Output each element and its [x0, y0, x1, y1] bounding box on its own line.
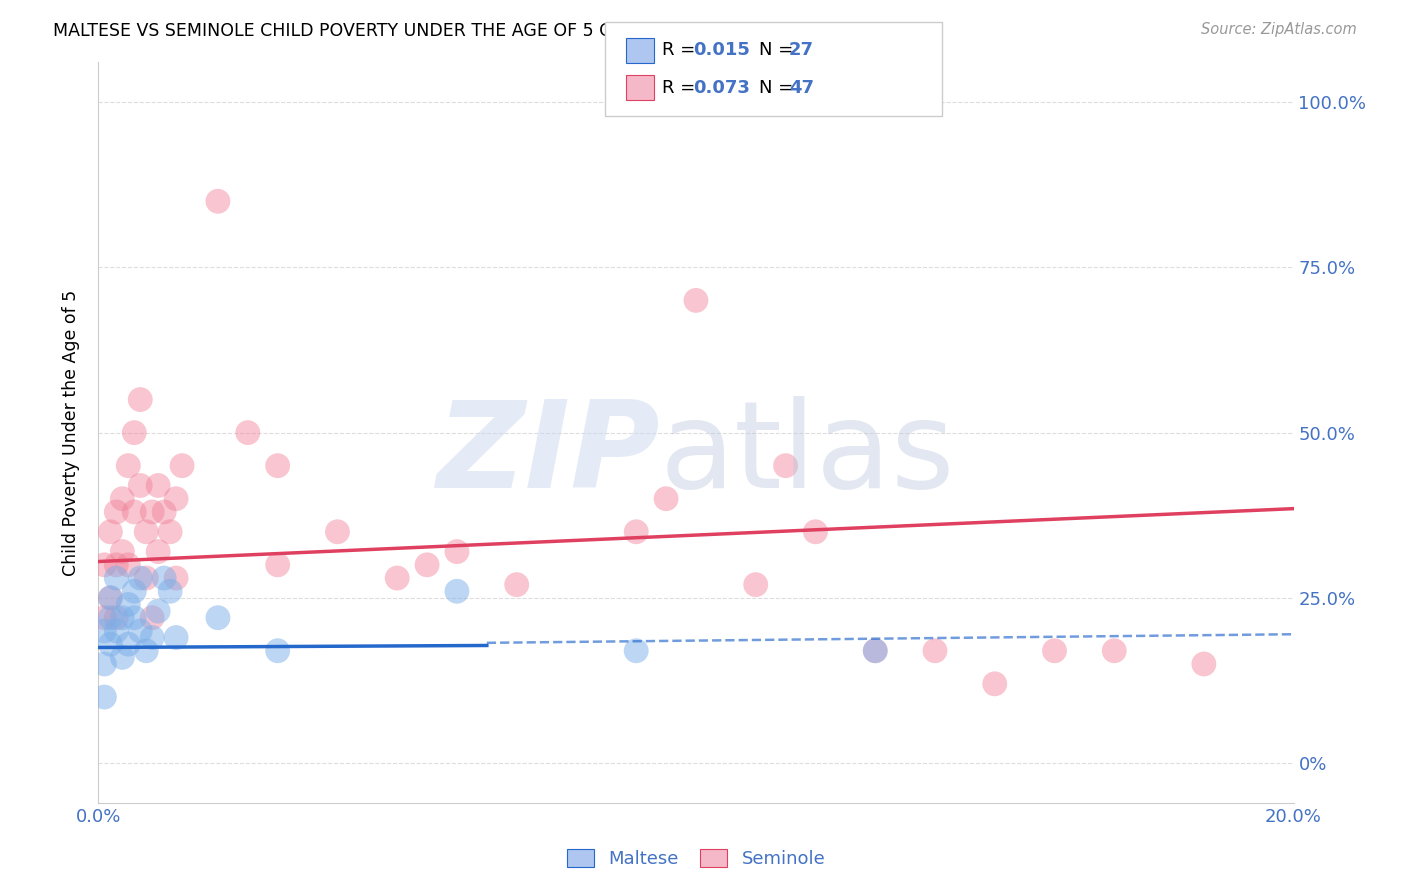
Point [111, 611, 134, 625]
Point [984, 677, 1007, 691]
Point [165, 571, 187, 585]
Point [135, 524, 157, 539]
Point [159, 584, 181, 599]
Point [105, 571, 128, 585]
Point [626, 644, 648, 658]
Point [111, 544, 134, 558]
Point [1043, 644, 1066, 658]
Text: 0.015: 0.015 [693, 42, 749, 60]
Point [267, 644, 290, 658]
Point [129, 571, 152, 585]
Point [924, 644, 946, 658]
Point [446, 544, 468, 558]
Point [745, 577, 768, 591]
Point [124, 584, 146, 599]
Point [117, 558, 139, 572]
Point [129, 392, 152, 407]
Point [172, 458, 194, 473]
Point [267, 558, 290, 572]
Legend: Maltese, Seminole: Maltese, Seminole [560, 841, 832, 875]
Point [98, 591, 122, 605]
Point [135, 571, 157, 585]
Text: R =: R = [662, 78, 702, 96]
Point [135, 644, 157, 658]
Point [98, 591, 122, 605]
Point [267, 458, 290, 473]
Text: atlas: atlas [661, 396, 956, 513]
Point [775, 458, 797, 473]
Text: N =: N = [759, 78, 799, 96]
Point [124, 505, 146, 519]
Text: ZIP: ZIP [436, 396, 661, 513]
Text: 47: 47 [789, 78, 814, 96]
Point [159, 524, 181, 539]
Point [148, 544, 170, 558]
Point [105, 505, 128, 519]
Point [124, 611, 146, 625]
Point [1192, 657, 1215, 671]
Point [153, 571, 176, 585]
Point [105, 624, 128, 638]
Point [141, 505, 163, 519]
Point [685, 293, 707, 308]
Point [506, 577, 529, 591]
Point [1104, 644, 1126, 658]
Point [148, 478, 170, 492]
Text: R =: R = [662, 42, 702, 60]
Point [236, 425, 259, 440]
Point [865, 644, 887, 658]
Point [117, 637, 139, 651]
Point [326, 524, 349, 539]
Point [207, 194, 229, 209]
Point [416, 558, 439, 572]
Point [153, 505, 176, 519]
Point [865, 644, 887, 658]
Point [446, 584, 468, 599]
Point [105, 611, 128, 625]
Y-axis label: Child Poverty Under the Age of 5: Child Poverty Under the Age of 5 [62, 290, 80, 575]
Point [385, 571, 409, 585]
Text: 27: 27 [789, 42, 814, 60]
Point [93, 558, 115, 572]
Point [93, 690, 115, 704]
Point [111, 491, 134, 506]
Point [148, 604, 170, 618]
Point [141, 631, 163, 645]
Point [93, 624, 115, 638]
Point [626, 524, 648, 539]
Point [207, 611, 229, 625]
Point [98, 524, 122, 539]
Point [105, 558, 128, 572]
Point [129, 478, 152, 492]
Text: MALTESE VS SEMINOLE CHILD POVERTY UNDER THE AGE OF 5 CORRELATION CHART: MALTESE VS SEMINOLE CHILD POVERTY UNDER … [53, 22, 789, 40]
Point [93, 611, 115, 625]
Point [165, 491, 187, 506]
Text: Source: ZipAtlas.com: Source: ZipAtlas.com [1201, 22, 1357, 37]
Point [98, 637, 122, 651]
Point [93, 657, 115, 671]
Point [165, 631, 187, 645]
Point [111, 650, 134, 665]
Point [129, 624, 152, 638]
Point [98, 611, 122, 625]
Point [655, 491, 678, 506]
Text: 0.073: 0.073 [693, 78, 749, 96]
Point [804, 524, 827, 539]
Point [117, 458, 139, 473]
Point [124, 425, 146, 440]
Point [117, 598, 139, 612]
Point [141, 611, 163, 625]
Text: N =: N = [759, 42, 799, 60]
